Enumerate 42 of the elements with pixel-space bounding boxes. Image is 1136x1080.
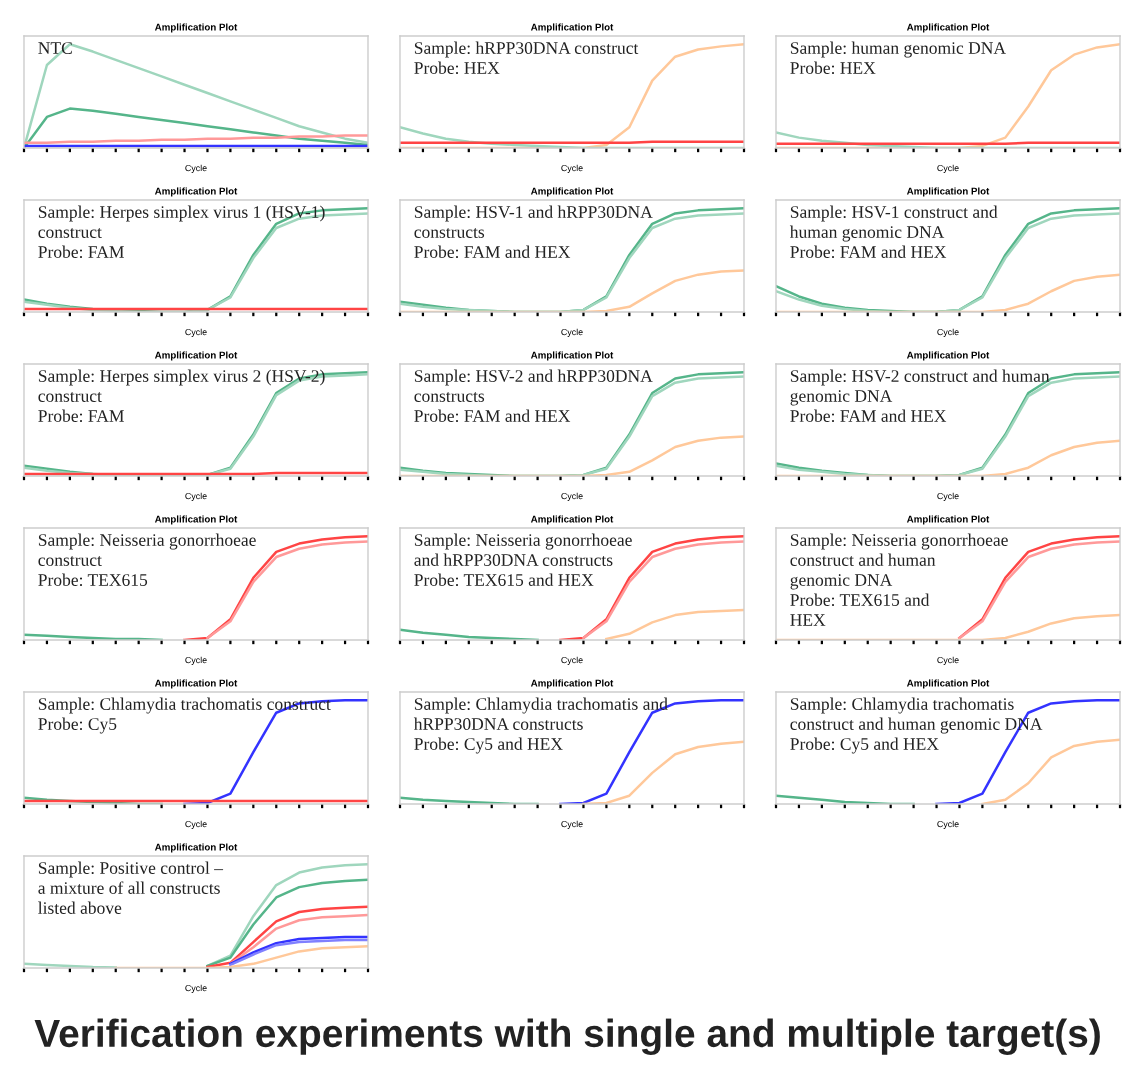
annotation: a mixture of all constructs	[38, 881, 220, 894]
annotation: Probe: TEX615 and HEX	[414, 573, 594, 586]
annotation: Sample: HSV-2 and hRPP30DNA	[414, 369, 653, 386]
annotation: Sample: HSV-1 construct and	[790, 205, 998, 222]
annotation: genomic DNA	[790, 390, 893, 406]
annotation: listed above	[38, 901, 122, 914]
annotation: Sample: Neisseria gonorrhoeae	[38, 533, 256, 550]
annotation: construct	[38, 555, 102, 566]
annotation: construct and human	[790, 553, 936, 566]
annotation: Probe: TEX615 and	[790, 593, 930, 606]
annotation: Sample: hRPP30DNA construct	[414, 41, 639, 58]
annotation: Probe: HEX	[414, 61, 500, 74]
annotation: construct	[38, 391, 102, 402]
text: Verification experiments with single and multiple target(s)	[34, 1018, 1100, 1056]
annotation: Probe: FAM and HEX	[790, 409, 947, 422]
annotation: Probe: TEX615	[38, 573, 148, 586]
annotation: human genomic DNA	[789, 225, 945, 242]
annotation: Probe: Cy5	[38, 717, 117, 734]
annotation: and hRPP30DNA constructs	[414, 553, 613, 566]
annotation: HEX	[790, 614, 826, 626]
annotation: Sample: human genomic DNA	[790, 41, 1006, 58]
annotation: Sample: HSV-2 construct and human	[790, 369, 1050, 386]
annotation: Sample: Neisseria gonorrhoeae	[790, 533, 1008, 550]
annotation: Sample: Chlamydia trachomatis and	[414, 697, 668, 714]
annotation: Probe: Cy5 and HEX	[414, 737, 563, 754]
annotation: Probe: FAM and HEX	[790, 245, 947, 258]
annotation: Sample: Positive control –	[38, 861, 224, 878]
annotation: NTC	[38, 42, 72, 54]
annotation: Sample: Chlamydia trachomatis	[790, 697, 1014, 714]
annotation: Probe: Cy5 and HEX	[790, 737, 939, 754]
annotation: genomic DNA	[790, 574, 893, 590]
annotation: constructs	[414, 227, 485, 238]
annotation: Probe: HEX	[790, 61, 876, 74]
annotation: Probe: FAM	[38, 409, 124, 422]
annotation: hRPP30DNA constructs	[413, 717, 583, 730]
annotation: Probe: FAM and HEX	[414, 409, 571, 422]
annotation: Sample: Neisseria gonorrhoeae	[414, 533, 632, 550]
annotation: construct	[38, 227, 102, 238]
annotation: Sample: HSV-1 and hRPP30DNA	[414, 205, 653, 222]
annotation: Probe: FAM	[38, 245, 124, 258]
annotation: Probe: FAM and HEX	[414, 245, 571, 258]
annotation: constructs	[414, 391, 485, 402]
